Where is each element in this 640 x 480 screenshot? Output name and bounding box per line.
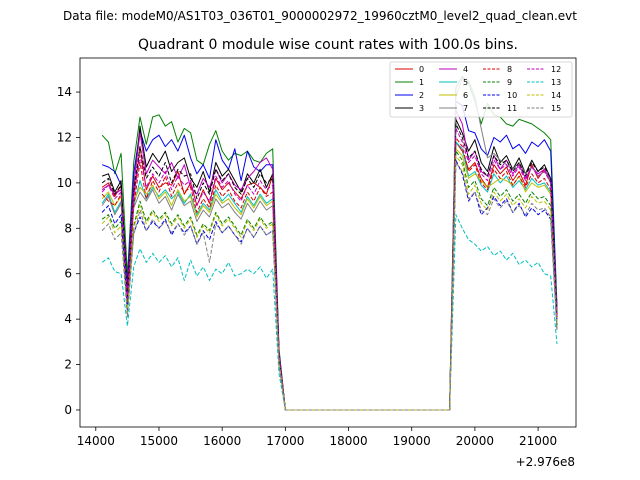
legend-label-3: 3 — [419, 104, 424, 113]
y-tick-label: 6 — [64, 267, 72, 281]
legend-label-11: 11 — [507, 104, 517, 113]
x-tick-label: 17000 — [266, 434, 304, 448]
y-tick-label: 0 — [64, 403, 72, 417]
axes-frame — [79, 57, 577, 428]
x-tick-label: 21000 — [519, 434, 557, 448]
x-tick-label: 18000 — [329, 434, 367, 448]
y-tick-label: 10 — [57, 176, 72, 190]
legend-label-2: 2 — [419, 91, 424, 100]
x-axis-offset-label: +2.976e8 — [516, 455, 575, 469]
axes-background — [80, 58, 576, 427]
x-tick-label: 15000 — [140, 434, 178, 448]
legend-frame — [389, 61, 573, 118]
y-tick-label: 8 — [64, 221, 72, 235]
legend-label-12: 12 — [551, 65, 561, 74]
plot-area — [79, 57, 577, 428]
y-axis: 0 2 4 6 8 10 12 14 — [57, 85, 80, 417]
y-tick-label: 12 — [57, 130, 72, 144]
legend-label-14: 14 — [551, 91, 561, 100]
x-axis: 14000 15000 16000 17000 18000 19000 20000 21000 — [77, 427, 557, 448]
x-tick-label: 19000 — [393, 434, 431, 448]
legend-label-4: 4 — [463, 65, 468, 74]
legend-label-7: 7 — [463, 104, 468, 113]
legend-label-6: 6 — [463, 91, 468, 100]
figure-suptitle: Data file: modeM0/AS1T03_036T01_90000029… — [63, 9, 577, 23]
series-line-9 — [101, 150, 558, 411]
x-tick-label: 20000 — [456, 434, 494, 448]
legend-label-10: 10 — [507, 91, 517, 100]
legend-label-15: 15 — [551, 104, 561, 113]
y-tick-label: 14 — [57, 85, 72, 99]
series-layer — [101, 75, 558, 411]
x-tick-label: 16000 — [203, 434, 241, 448]
chart-title: Quadrant 0 module wise count rates with … — [138, 37, 518, 53]
legend-label-8: 8 — [507, 65, 512, 74]
series-line-11 — [101, 123, 558, 411]
x-tick-label: 14000 — [77, 434, 115, 448]
legend-label-9: 9 — [507, 78, 512, 87]
y-tick-label: 2 — [64, 358, 72, 372]
series-line-15 — [101, 162, 558, 411]
legend-label-1: 1 — [419, 78, 424, 87]
legend-label-13: 13 — [551, 78, 561, 87]
legend-label-5: 5 — [463, 78, 468, 87]
legend-label-0: 0 — [419, 65, 424, 74]
y-tick-label: 4 — [64, 312, 72, 326]
